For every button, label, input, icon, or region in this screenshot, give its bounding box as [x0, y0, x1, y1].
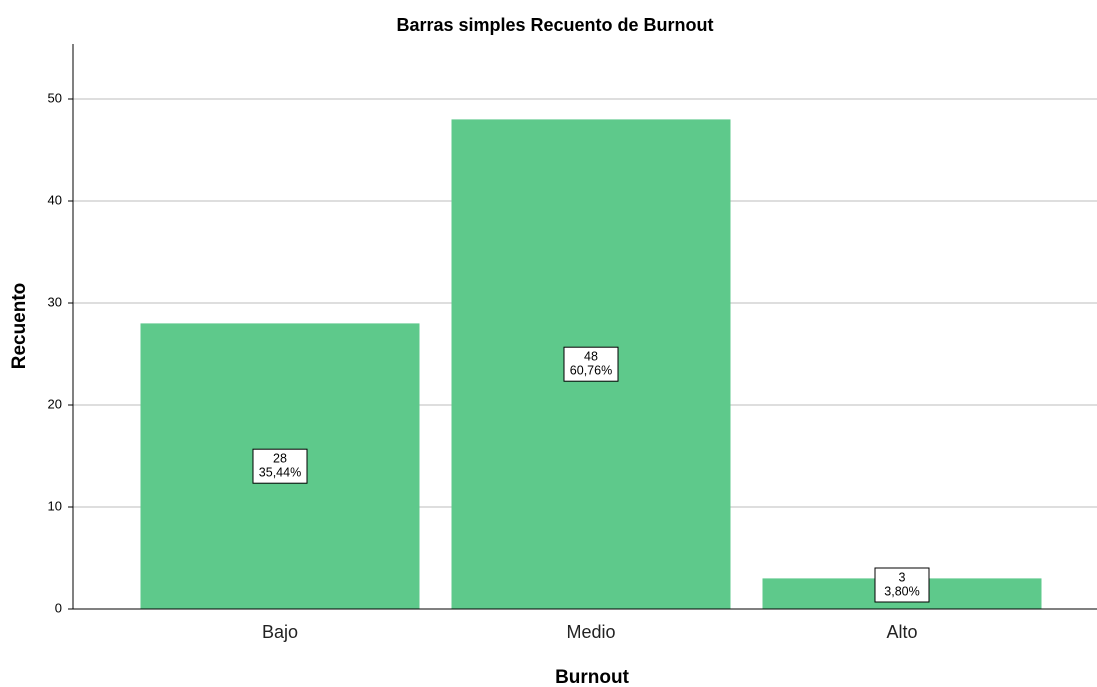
value-label: 48: [584, 349, 598, 363]
x-axis-title: Burnout: [555, 667, 630, 687]
y-tick-label: 20: [48, 396, 62, 411]
y-tick-label: 50: [48, 90, 62, 105]
y-axis-title: Recuento: [9, 283, 30, 370]
y-tick-label: 0: [55, 600, 62, 615]
x-tick-label: Alto: [886, 622, 917, 642]
y-tick-label: 40: [48, 192, 62, 207]
percentage-label: 60,76%: [570, 363, 612, 377]
value-label-box: [563, 346, 619, 382]
value-label-box: [252, 448, 308, 484]
value-label: 28: [273, 451, 287, 465]
y-tick-label: 30: [48, 294, 62, 309]
chart-title: Barras simples Recuento de Burnout: [396, 15, 713, 35]
value-label: 3: [899, 570, 906, 584]
percentage-label: 35,44%: [259, 465, 301, 479]
x-tick-label: Bajo: [262, 622, 298, 642]
value-label-box: [874, 567, 930, 603]
percentage-label: 3,80%: [884, 584, 919, 598]
y-tick-label: 10: [48, 498, 62, 513]
x-tick-label: Medio: [566, 622, 615, 642]
